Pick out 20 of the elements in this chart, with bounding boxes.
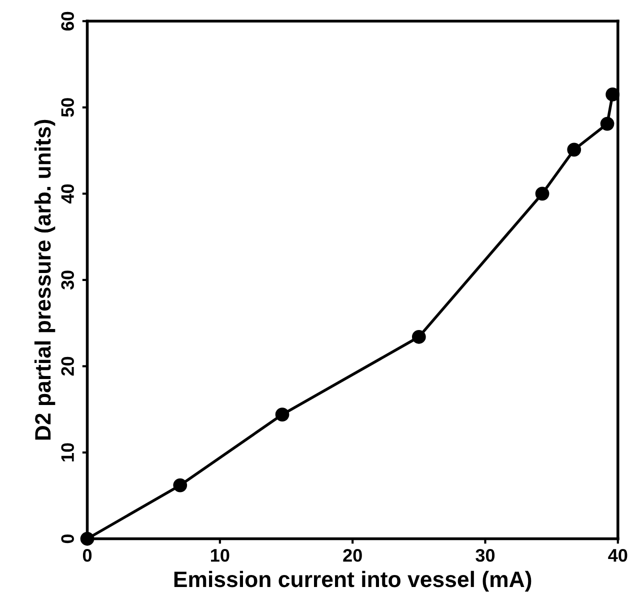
y-tick-label: 0	[61, 534, 74, 544]
point	[535, 186, 550, 201]
y-tick-label: 20	[61, 356, 74, 376]
y-tick-label: 60	[61, 12, 74, 31]
x-tick-label: 20	[343, 548, 362, 562]
point	[275, 408, 290, 422]
point	[412, 330, 426, 344]
y-tick-label: 30	[61, 270, 74, 290]
x-tick-label: 10	[211, 548, 230, 562]
x-tick-label: 40	[608, 548, 628, 562]
y-tick-label: 50	[61, 98, 74, 117]
point	[567, 142, 582, 157]
y-tick-label: 40	[61, 184, 74, 204]
x-tick-label: 30	[476, 548, 495, 562]
y-axis-title: D2 partial pressure (arb. units)	[34, 120, 56, 440]
point	[173, 478, 188, 492]
x-axis-title: Emission current into vessel (mA)	[174, 570, 532, 592]
point	[600, 116, 614, 131]
x-tick-label: 0	[82, 548, 92, 562]
y-tick-label: 10	[61, 443, 74, 462]
